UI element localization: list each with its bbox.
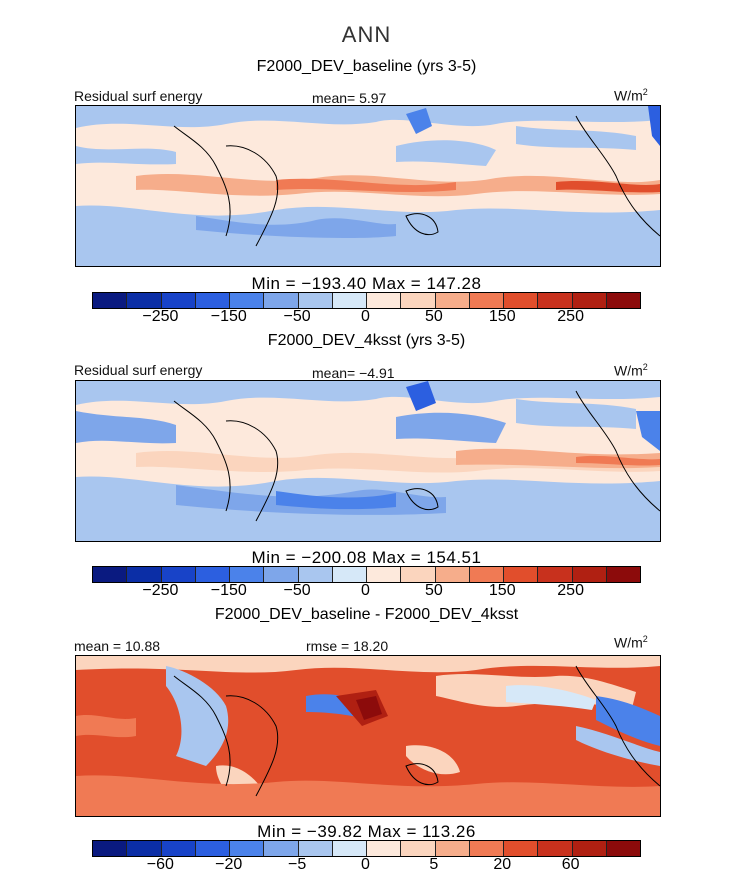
panel-2-colorbar-tick-label: 0 <box>361 582 370 599</box>
panel-1-colorbar-swatch <box>504 293 539 308</box>
panel-1-variable-label: Residual surf energy <box>74 88 203 104</box>
panel-2-colorbar-swatch <box>161 567 196 582</box>
panel-2-colorbar-tick-label: −250 <box>142 582 179 599</box>
panel-1-colorbar-swatch <box>606 293 640 308</box>
panel-2-colorbar-swatch <box>367 567 402 582</box>
panel-2-colorbar-swatch <box>572 567 607 582</box>
panel-3-colorbar-swatch <box>367 841 402 856</box>
panel-3-colorbar-swatch <box>606 841 640 856</box>
panel-2-colorbar-swatch <box>195 567 230 582</box>
panel-3-colorbar-ticks: −60 −20 −5 0 5 20 60 <box>92 856 639 876</box>
panel-3-map-svg <box>76 656 660 816</box>
panel-3-title: F2000_DEV_baseline - F2000_DEV_4ksst <box>214 606 519 623</box>
panel-1-colorbar-swatch <box>127 293 162 308</box>
panel-3-minmax: Min = −39.82 Max = 113.26 <box>257 822 476 841</box>
panel-3-colorbar-tick-label: −5 <box>288 856 307 873</box>
panel-1-colorbar-swatch <box>435 293 470 308</box>
panel-2-colorbar-tick-label: −50 <box>283 582 311 599</box>
panel-1-title: F2000_DEV_baseline (yrs 3-5) <box>256 58 477 75</box>
panel-2-colorbar-swatch <box>93 567 128 582</box>
panel-1-colorbar-tick-label: −250 <box>142 308 179 325</box>
panel-2-colorbar-tick-label: 50 <box>424 582 443 599</box>
panel-1-colorbar-tick-label: −50 <box>283 308 311 325</box>
panel-1-colorbar-tick-label: −150 <box>210 308 247 325</box>
panel-3-colorbar-swatch <box>161 841 196 856</box>
panel-1-mean-label: mean= 5.97 <box>312 90 387 106</box>
panel-1-colorbar-tick-label: 0 <box>361 308 370 325</box>
panel-2-units: W/m2 <box>614 362 648 379</box>
panel-3-colorbar-swatch <box>572 841 607 856</box>
panel-2-colorbar-swatch <box>469 567 504 582</box>
panel-2-colorbar-tick-label: −150 <box>210 582 247 599</box>
panel-3-colorbar-tick-label: 5 <box>429 856 439 873</box>
panel-1-colorbar-swatch <box>93 293 128 308</box>
panel-1-colorbar-swatch <box>401 293 436 308</box>
panel-2-colorbar-swatch <box>606 567 640 582</box>
panel-2-colorbar-swatch <box>264 567 299 582</box>
panel-2-colorbar-swatch <box>298 567 333 582</box>
panel-2-mean-label: mean= −4.91 <box>312 365 395 381</box>
panel-2-colorbar-swatch <box>127 567 162 582</box>
panel-1-colorbar-tick-label: 150 <box>488 308 516 325</box>
panel-1-colorbar <box>92 292 641 309</box>
panel-2-colorbar-swatch <box>230 567 265 582</box>
panel-2-colorbar-swatch <box>435 567 470 582</box>
panel-3-colorbar-swatch <box>401 841 436 856</box>
panel-3-colorbar-swatch <box>230 841 265 856</box>
panel-3-colorbar-swatch <box>504 841 539 856</box>
panel-2-colorbar <box>92 566 641 583</box>
panel-3-colorbar-tick-label: −60 <box>146 856 174 873</box>
panel-3-colorbar-tick-label: 20 <box>493 856 512 873</box>
panel-3-map <box>75 655 661 817</box>
panel-2-colorbar-ticks: −250 −150 −50 0 50 150 250 <box>92 582 639 602</box>
panel-1-colorbar-swatch <box>264 293 299 308</box>
panel-3-colorbar-tick-label: 0 <box>361 856 370 873</box>
panel-2-colorbar-tick-label: 150 <box>488 582 516 599</box>
panel-1-colorbar-swatch <box>572 293 607 308</box>
panel-2-title: F2000_DEV_4ksst (yrs 3-5) <box>267 332 466 349</box>
panel-3-colorbar-swatch <box>469 841 504 856</box>
panel-2-map-svg <box>76 381 660 541</box>
panel-3-colorbar-tick-label: 60 <box>561 856 580 873</box>
panel-2-minmax: Min = −200.08 Max = 154.51 <box>251 548 482 567</box>
panel-1-colorbar-swatch <box>298 293 333 308</box>
panel-3-colorbar-swatch <box>93 841 128 856</box>
panel-1-colorbar-swatch <box>538 293 573 308</box>
panel-2-colorbar-tick-label: 250 <box>557 582 584 599</box>
figure-title: ANN <box>341 22 392 47</box>
panel-3-colorbar-swatch <box>264 841 299 856</box>
panel-2-colorbar-swatch <box>504 567 539 582</box>
panel-2-variable-label: Residual surf energy <box>74 362 203 378</box>
panel-1-colorbar-swatch <box>195 293 230 308</box>
panel-1-map <box>75 105 661 267</box>
panel-1-minmax: Min = −193.40 Max = 147.28 <box>251 274 482 293</box>
panel-1-colorbar-tick-label: 250 <box>557 308 584 325</box>
panel-3-colorbar-swatch <box>298 841 333 856</box>
panel-1-colorbar-tick-label: 50 <box>424 308 443 325</box>
panel-1-colorbar-swatch <box>367 293 402 308</box>
panel-2-colorbar-swatch <box>401 567 436 582</box>
panel-3-colorbar-swatch <box>332 841 367 856</box>
panel-1-map-svg <box>76 106 660 266</box>
panel-1-colorbar-swatch <box>161 293 196 308</box>
panel-2-map <box>75 380 661 542</box>
panel-1-colorbar-swatch <box>469 293 504 308</box>
panel-3-colorbar-swatch <box>127 841 162 856</box>
panel-3-colorbar-swatch <box>538 841 573 856</box>
panel-3-rmse-label: rmse = 18.20 <box>306 638 389 654</box>
panel-2-colorbar-swatch <box>538 567 573 582</box>
panel-1-colorbar-swatch <box>332 293 367 308</box>
panel-3-colorbar-tick-label: −20 <box>215 856 243 873</box>
panel-3-colorbar <box>92 840 641 857</box>
panel-3-units: W/m2 <box>614 634 648 651</box>
panel-1-units: W/m2 <box>614 87 648 104</box>
panel-1-colorbar-ticks: −250 −150 −50 0 50 150 250 <box>92 308 639 328</box>
panel-3-mean-label: mean = 10.88 <box>74 638 161 654</box>
panel-1-colorbar-swatch <box>230 293 265 308</box>
panel-3-colorbar-swatch <box>195 841 230 856</box>
panel-2-colorbar-swatch <box>332 567 367 582</box>
panel-3-colorbar-swatch <box>435 841 470 856</box>
